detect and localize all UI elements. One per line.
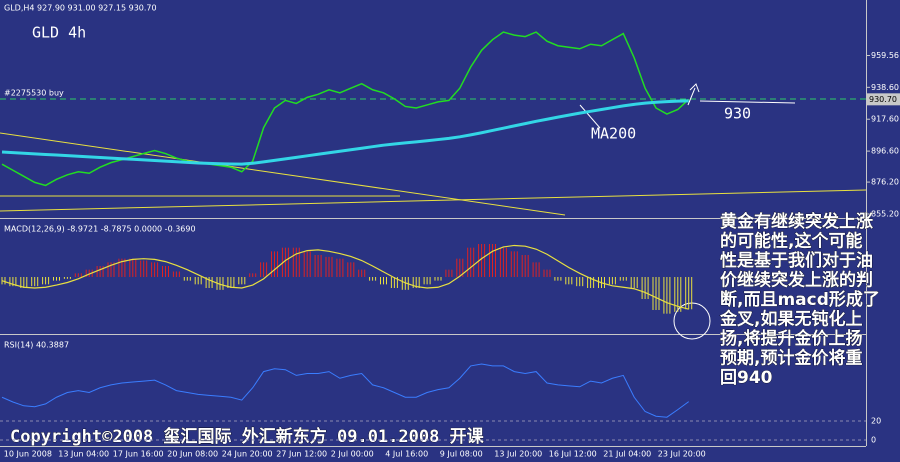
price-line: [1, 31, 690, 187]
y-tick-label: 876.20: [871, 178, 899, 187]
commentary-line: 价继续突发上涨的判: [720, 270, 873, 291]
arrow: [687, 83, 700, 106]
commentary-line: 扬,将提升金价上扬: [720, 328, 862, 349]
y-tick-label: 896.60: [871, 147, 899, 156]
x-tick-label: 13 Jun 04:00: [58, 450, 109, 459]
copyright: Copyright©2008 玺汇国际 外汇新东方 09.01.2008 开课: [10, 426, 485, 447]
x-tick-label: 21 Jul 04:00: [603, 450, 651, 459]
rsi-title: RSI(14) 40.3887: [4, 341, 69, 350]
y-tick-label: 938.60: [871, 83, 899, 92]
x-tick-label: 16 Jul 12:00: [549, 450, 597, 459]
x-tick-label: 9 Jul 08:00: [440, 450, 483, 459]
x-tick-label: 13 Jul 20:00: [494, 450, 542, 459]
commentary-line: 黄金有继续突发上涨: [720, 211, 873, 232]
x-tick-label: 10 Jun 2008: [4, 450, 52, 459]
rsi-tick-label: 0: [871, 436, 876, 445]
x-tick-label: 27 Jun 12:00: [276, 450, 327, 459]
commentary-line: 的可能性,这个可能: [720, 231, 862, 252]
macd-signal: [1, 244, 689, 310]
macd-title: MACD(12,26,9) -8.9721 -8.7875 0.0000 -0.…: [4, 225, 196, 234]
x-tick-label: 23 Jul 20:00: [658, 450, 706, 459]
trend-lines: [0, 132, 867, 216]
commentary-line: 预期,预计金价将重: [720, 348, 862, 369]
ma-label: MA200: [591, 125, 636, 143]
x-tick-label: 17 Jun 16:00: [113, 450, 164, 459]
x-tick-label: 2 Jul 00:00: [331, 450, 374, 459]
commentary-line: 回940: [720, 368, 773, 388]
x-tick-label: 4 Jul 16:00: [385, 450, 428, 459]
price-line: [1, 99, 689, 166]
y-tick-label: 917.60: [871, 115, 899, 124]
level-label: 930: [724, 105, 751, 123]
commentary-line: 断,而且macd形成了: [720, 289, 880, 310]
commentary-line: 金叉,如果无钝化上: [719, 309, 862, 330]
header: GLD,H4 927.90 931.00 927.15 930.70: [4, 4, 157, 13]
last-price-box: [866, 93, 900, 106]
panel-borders: [0, 0, 867, 447]
order-label: #2275530 buy: [4, 89, 64, 98]
x-tick-label: 24 Jun 20:00: [222, 450, 273, 459]
last-price-label: 930.70: [869, 95, 897, 104]
x-tick-label: 20 Jun 08:00: [167, 450, 218, 459]
rsi-tick-label: 20: [871, 417, 881, 426]
y-tick-label: 959.56: [871, 51, 899, 60]
commentary-line: 性是基于我们对于油: [720, 250, 873, 271]
rsi-line: [1, 363, 689, 418]
chart-title: GLD 4h: [32, 24, 86, 42]
y-tick-label: 855.20: [871, 209, 899, 218]
ma-pointer: [579, 104, 601, 129]
level-line: [699, 100, 796, 104]
